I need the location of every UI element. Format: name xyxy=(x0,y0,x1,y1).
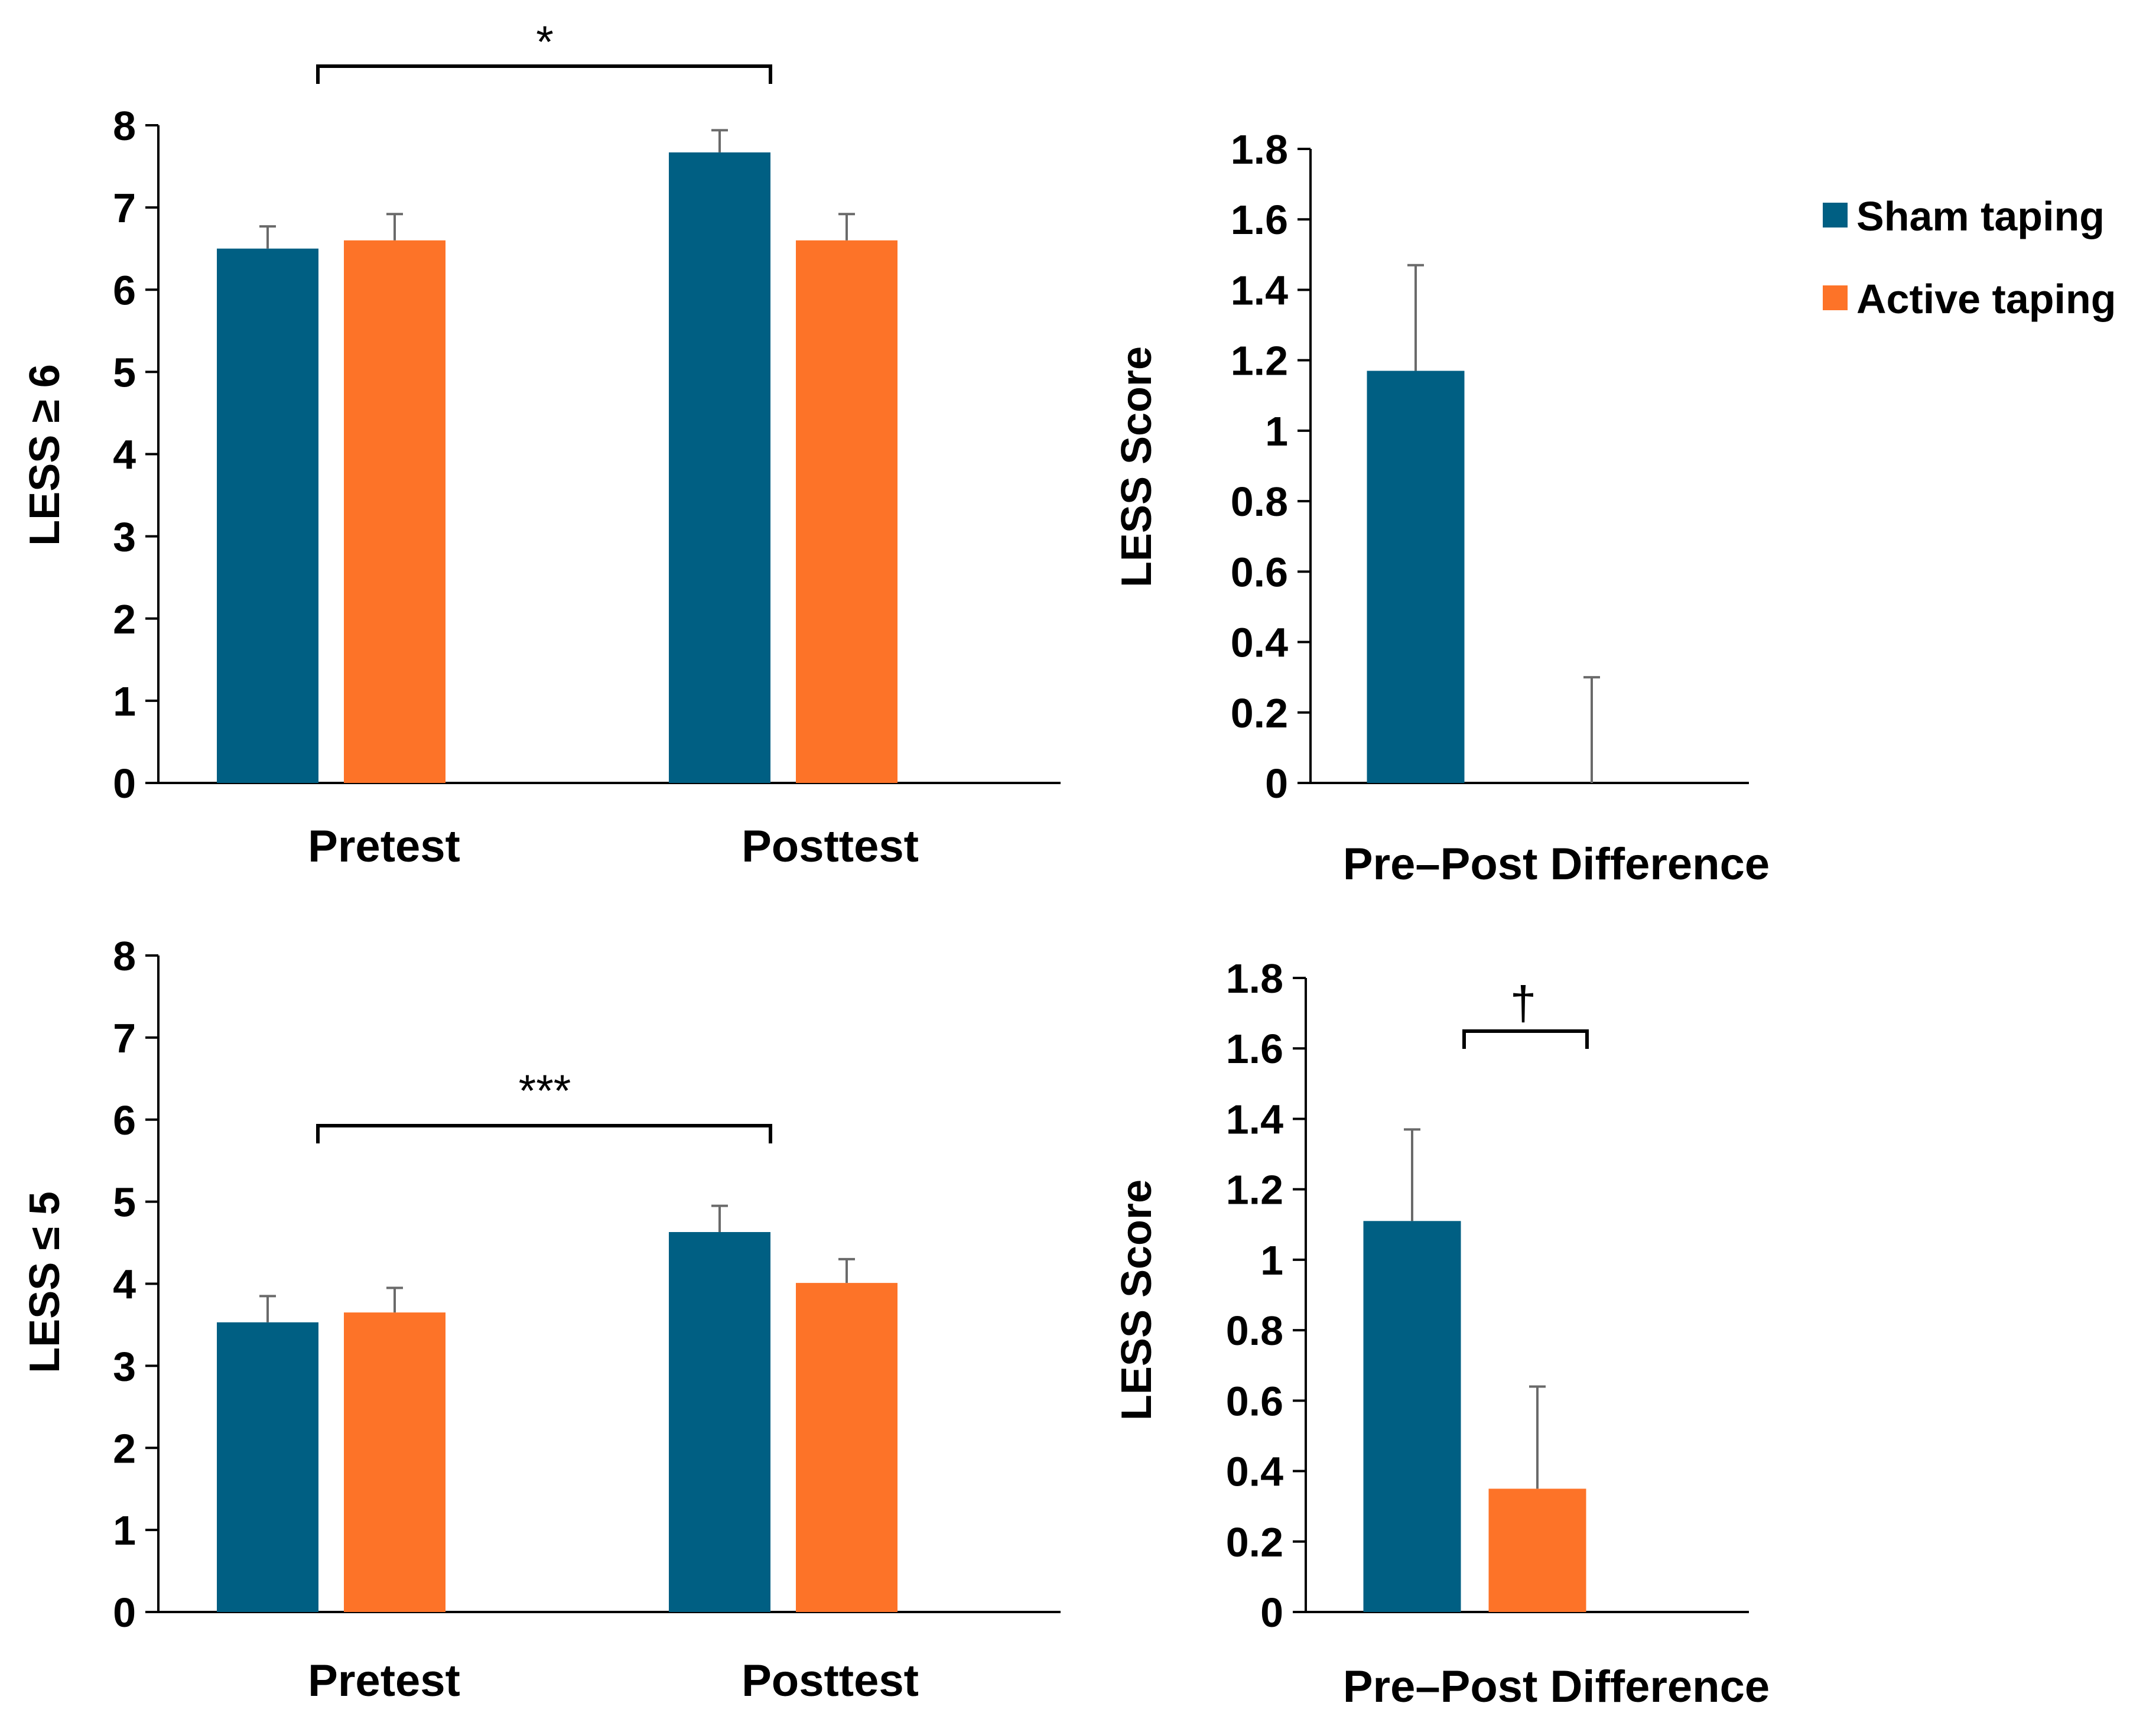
panel1-ylabel: LESS ≥ 6 xyxy=(21,364,69,546)
panel1-bar-active-taping-pretest xyxy=(344,240,445,783)
panel3-bar-active-taping-pretest xyxy=(344,1312,445,1612)
panel2-y-tick-label: 0.4 xyxy=(1231,620,1288,666)
panel1-y-tick-label: 5 xyxy=(113,349,136,395)
panel1-bar-active-taping-posttest xyxy=(796,240,897,783)
panel3-y-tick-label: 6 xyxy=(113,1097,136,1143)
panel4-y-tick-label: 0 xyxy=(1260,1590,1283,1636)
chart-marks: 0 1 2 3 4 5 6 7 8 0 0.2 0.4 0.6 0.8 1 1.2 1.4 1.6 1.8 0 1 2 3 4… xyxy=(113,64,1749,1636)
legend-swatch-sham xyxy=(1823,203,1848,228)
legend: Sham taping Active taping xyxy=(1823,193,2116,322)
panel2-y-tick-label: 1.8 xyxy=(1231,126,1288,173)
panel4-y-tick-label: 0.8 xyxy=(1226,1308,1283,1354)
panel1-y-tick-label: 6 xyxy=(113,267,136,313)
panel4-xlabel: Pre–Post Difference xyxy=(1343,1662,1770,1712)
panel3-category-pretest: Pretest xyxy=(308,1656,460,1706)
panel2-bar-sham-taping xyxy=(1367,370,1465,783)
panel4-y-tick-label: 0.2 xyxy=(1226,1519,1283,1565)
panel2-y-tick-label: 0.8 xyxy=(1231,479,1288,525)
legend-label-sham: Sham taping xyxy=(1856,193,2105,239)
panel3-category-posttest: Posttest xyxy=(742,1656,919,1706)
legend-label-active: Active taping xyxy=(1856,276,2116,322)
panel3-significance: *** xyxy=(519,1066,571,1116)
panel3-y-tick-label: 3 xyxy=(113,1343,136,1389)
panel3-y-tick-label: 0 xyxy=(113,1590,136,1636)
panel1-significance: * xyxy=(536,17,554,67)
panel2-y-tick-label: 1.2 xyxy=(1231,338,1288,384)
panel3-bar-active-taping-posttest xyxy=(796,1283,897,1612)
panel3-significance-bracket xyxy=(316,1124,772,1143)
panel1-significance-bracket xyxy=(316,64,772,84)
panel1-y-tick-label: 7 xyxy=(113,185,136,231)
panel3-y-tick-label: 4 xyxy=(113,1262,136,1308)
panel4-y-tick-label: 1.2 xyxy=(1226,1167,1283,1213)
panel4-bar-active-taping xyxy=(1488,1488,1586,1612)
panel1-y-tick-label: 4 xyxy=(113,432,136,478)
panel1-bar-sham-taping-pretest xyxy=(217,248,318,783)
panel4-significance: † xyxy=(1510,977,1537,1029)
panel2-y-tick-label: 0.2 xyxy=(1231,690,1288,736)
panel1-y-tick-label: 3 xyxy=(113,514,136,560)
panel3-ylabel: LESS ≤ 5 xyxy=(21,1191,69,1373)
panel1-y-tick-label: 1 xyxy=(113,678,136,724)
panel3-y-tick-label: 8 xyxy=(113,933,136,979)
legend-swatch-active xyxy=(1823,285,1848,310)
panel4-y-tick-label: 0.4 xyxy=(1226,1449,1283,1495)
panel4-y-tick-label: 1 xyxy=(1260,1237,1283,1283)
panel4-y-tick-label: 1.4 xyxy=(1226,1096,1283,1142)
panel2-xlabel: Pre–Post Difference xyxy=(1343,839,1770,889)
panel4-y-tick-label: 1.8 xyxy=(1226,956,1283,1002)
panel2-y-tick-label: 0 xyxy=(1265,760,1288,807)
panel1-y-tick-label: 8 xyxy=(113,103,136,149)
panel2-y-tick-label: 1.6 xyxy=(1231,197,1288,243)
panel4-ylabel: LESS Score xyxy=(1113,1179,1160,1421)
panel1-y-tick-label: 0 xyxy=(113,760,136,807)
panel3-y-tick-label: 7 xyxy=(113,1015,136,1061)
panel3-y-tick-label: 1 xyxy=(113,1507,136,1554)
panel3-y-tick-label: 5 xyxy=(113,1179,136,1226)
panel2-y-tick-label: 0.6 xyxy=(1231,549,1288,595)
panel2-y-tick-label: 1 xyxy=(1265,408,1288,454)
panel1-category-pretest: Pretest xyxy=(308,821,460,872)
panel4-y-tick-label: 1.6 xyxy=(1226,1026,1283,1072)
panel4-bar-sham-taping xyxy=(1363,1221,1461,1612)
panel3-bar-sham-taping-posttest xyxy=(669,1232,770,1612)
panel1-y-tick-label: 2 xyxy=(113,596,136,642)
panel2-ylabel: LESS Score xyxy=(1113,346,1160,587)
panel1-bar-sham-taping-posttest xyxy=(669,152,770,783)
panel2-y-tick-label: 1.4 xyxy=(1231,267,1288,313)
panel4-y-tick-label: 0.6 xyxy=(1226,1378,1283,1424)
panel4-significance-bracket xyxy=(1462,1029,1589,1049)
panel3-bar-sham-taping-pretest xyxy=(217,1322,318,1612)
panel3-y-tick-label: 2 xyxy=(113,1425,136,1471)
panel1-category-posttest: Posttest xyxy=(742,821,919,872)
